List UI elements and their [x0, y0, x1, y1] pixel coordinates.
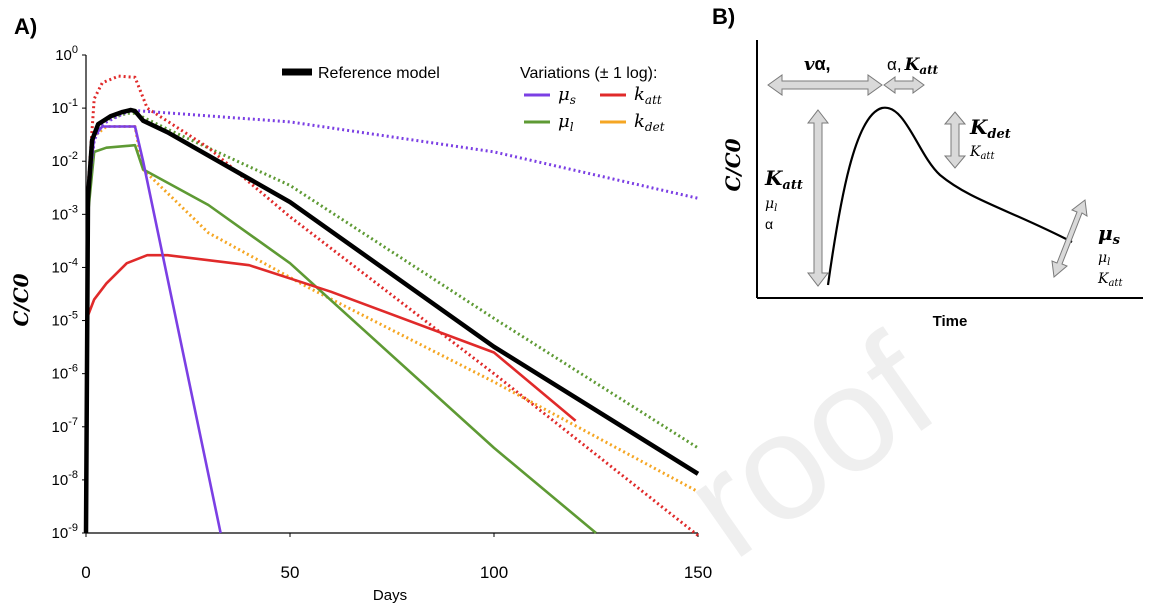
x-tick-label: 0: [81, 563, 90, 582]
label-mus-mu-symbol: μ: [1098, 250, 1107, 266]
label-kdet-small-k: K: [969, 144, 982, 160]
label-mus-big-sub: s: [1113, 233, 1121, 248]
series-line-solid-1: [84, 125, 222, 534]
y-tick-labels: 100 10-1 10-2 10-3 10-4 10-5 10-6 10-7 10-8 10-9: [52, 44, 86, 542]
x-axis-label: Days: [373, 587, 407, 604]
panel-label-b: B): [712, 4, 735, 29]
legend-label-reference: Reference model: [318, 65, 440, 82]
series-line-solid-0: [83, 107, 700, 534]
diagram-y-label: C/C0: [721, 138, 745, 191]
arrow-alpha-katt: [883, 76, 925, 94]
x-tick-label: 50: [281, 563, 300, 582]
y-tick-label: 10-7: [52, 416, 78, 436]
label-katt-big: Katt: [764, 166, 803, 193]
series-line-solid-5: [84, 143, 597, 534]
breakthrough-curve: [826, 106, 1073, 286]
label-mus-big-symbol: μ: [1098, 221, 1113, 245]
label-alpha-prefix: α,: [887, 55, 902, 74]
label-kdet-big: Kdet: [969, 115, 1011, 142]
label-katt-alpha: α: [765, 216, 773, 232]
x-tick-label: 150: [684, 563, 712, 582]
arrow-v-alpha: [767, 74, 883, 96]
x-tick-label: 100: [480, 563, 508, 582]
y-tick-label: 10-1: [52, 97, 78, 117]
y-tick-label: 10-8: [52, 469, 78, 489]
label-kdet-big-sub: det: [987, 127, 1010, 142]
y-axis-label: C/C0: [9, 273, 33, 326]
label-v-comma-alpha: α,: [814, 54, 830, 74]
label-katt-mu-symbol: μ: [765, 196, 774, 212]
y-tick-label: 10-3: [52, 203, 78, 223]
label-v-alpha: vα,: [804, 54, 831, 75]
label-kdet-small: Katt: [969, 144, 995, 162]
label-kdet-small-sub: att: [980, 151, 995, 162]
legend-title: Variations (± 1 log):: [520, 65, 657, 82]
label-katt-mu-sub: l: [774, 203, 777, 214]
series-line-dotted-4: [84, 74, 699, 537]
diagram-b: C/C0 Time vα, α, Katt Katt μl α Kdet Katt…: [721, 40, 1143, 330]
arrow-katt: [806, 109, 830, 287]
label-mus-mu: μl: [1098, 250, 1110, 268]
legend-entries: μs katt μl kdet: [524, 84, 665, 134]
legend: Reference model Variations (± 1 log): μs…: [282, 65, 665, 134]
label-mus-big: μs: [1098, 221, 1121, 248]
label-katt-mu: μl: [765, 196, 777, 214]
y-tick-label: 10-2: [52, 150, 78, 170]
label-alpha-katt: α, Katt: [887, 55, 939, 77]
label-katt-big-k: K: [764, 166, 784, 190]
legend-label: katt: [634, 84, 662, 107]
series-layer: [83, 74, 700, 537]
label-mus-katt: Katt: [1097, 271, 1123, 289]
label-mus-katt-sub: att: [1108, 278, 1123, 289]
panel-label-a: A): [14, 14, 37, 39]
y-tick-label: 10-4: [52, 256, 78, 276]
y-tick-label: 10-6: [52, 363, 78, 383]
diagram-x-label: Time: [933, 313, 968, 330]
y-tick-label: 10-5: [52, 310, 78, 330]
label-kdet-big-k: K: [969, 115, 989, 139]
series-line-solid-3: [84, 253, 577, 422]
label-mus-katt-k: K: [1097, 271, 1110, 287]
y-tick-label: 100: [55, 44, 78, 64]
legend-label: μl: [558, 111, 574, 134]
legend-label: μs: [558, 84, 576, 107]
label-katt-big-sub: att: [782, 178, 802, 193]
arrow-kdet: [943, 111, 967, 169]
label-katt-sub: att: [919, 63, 938, 77]
legend-label: kdet: [634, 111, 665, 134]
arrow-mus: [1051, 199, 1088, 278]
label-mus-mu-sub: l: [1107, 257, 1110, 268]
label-katt-k: K: [904, 55, 921, 75]
y-tick-label: 10-9: [52, 522, 78, 542]
x-tick-labels: 0 50 100 150: [81, 533, 712, 582]
